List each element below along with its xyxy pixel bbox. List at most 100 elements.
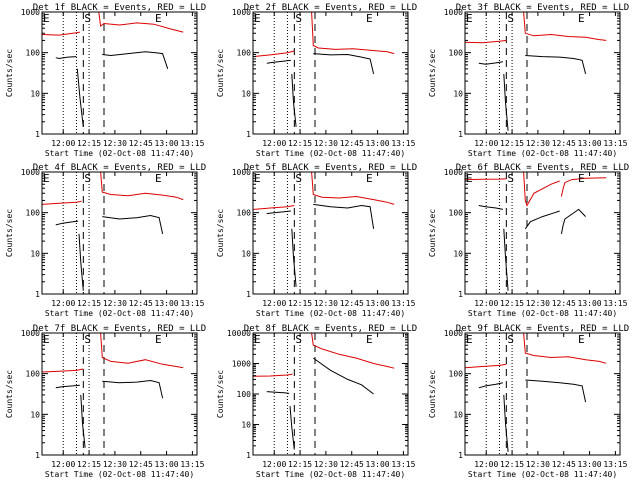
events-line-segment (478, 382, 504, 389)
series-lld (42, 172, 184, 205)
lld-line-segment (42, 368, 84, 373)
x-tick-label: 12:15 (77, 460, 101, 469)
x-tick-label: 12:00 (51, 299, 75, 308)
marker-label-e: E (43, 12, 50, 25)
x-tick-label: 13:00 (366, 460, 390, 469)
marker-label-s: S (84, 333, 91, 346)
y-axis-label: Counts/sec (216, 209, 225, 257)
x-tick-label: 12:15 (500, 460, 524, 469)
x-tick-label: 12:30 (314, 299, 338, 308)
x-tick-label: 12:15 (500, 299, 524, 308)
lld-line-segment (253, 205, 295, 210)
x-axis-label: Start Time (02-Oct-08 11:47:40) (45, 309, 194, 318)
x-tick-label: 12:30 (526, 460, 550, 469)
marker-label-e: E (155, 12, 162, 25)
x-tick-label: 13:00 (366, 139, 390, 148)
series-events (266, 357, 374, 450)
x-tick-label: 12:45 (129, 460, 153, 469)
lld-line-segment (253, 50, 295, 58)
marker-label-e: E (366, 333, 373, 346)
x-tick-label: 12:45 (552, 139, 576, 148)
marker-label-s: S (295, 12, 302, 25)
marker-label-e: E (43, 172, 50, 185)
panel-title: Det 8f BLACK = Events, RED = LLD (244, 324, 417, 334)
x-tick-label: 12:00 (51, 460, 75, 469)
marker-label-s: S (84, 172, 91, 185)
events-line-segment (266, 59, 291, 64)
x-tick-label: 12:30 (103, 139, 127, 148)
events-line-segment (313, 357, 374, 395)
y-tick-label: 10 (241, 249, 251, 258)
lld-line-segment (560, 177, 607, 197)
x-tick-label: 12:15 (288, 139, 312, 148)
x-tick-label: 13:15 (391, 299, 415, 308)
x-tick-label: 13:15 (391, 139, 415, 148)
x-tick-label: 13:00 (578, 299, 602, 308)
marker-label-e: E (254, 333, 261, 346)
x-tick-label: 12:00 (262, 139, 286, 148)
y-axis-label: Counts/sec (5, 209, 14, 257)
marker-label-e: E (466, 333, 473, 346)
marker-label-e: E (155, 172, 162, 185)
events-line-segment (524, 210, 560, 230)
x-tick-label: 12:30 (526, 299, 550, 308)
plot-frame (41, 11, 198, 135)
events-line-segment (313, 203, 375, 229)
plot-frame (464, 171, 621, 295)
series-events (266, 203, 375, 287)
series-lld (42, 12, 184, 36)
x-tick-label: 12:45 (129, 299, 153, 308)
marker-label-e: E (155, 333, 162, 346)
events-line-segment (525, 55, 587, 75)
events-line-segment (102, 214, 164, 235)
y-tick-label: 10000 (227, 329, 251, 338)
x-tick-label: 12:15 (77, 139, 101, 148)
series-lld (253, 172, 395, 210)
marker-label-e: E (466, 172, 473, 185)
events-line-segment (289, 406, 295, 450)
panel-title: Det 6f BLACK = Events, RED = LLD (456, 163, 629, 173)
y-tick-label: 1 (35, 130, 40, 139)
x-tick-label: 13:15 (603, 139, 627, 148)
series-events (55, 214, 164, 291)
y-tick-label: 1000 (21, 168, 40, 177)
x-tick-label: 13:00 (155, 139, 179, 148)
marker-label-e: E (366, 172, 373, 185)
x-tick-label: 13:00 (155, 460, 179, 469)
events-line-segment (102, 379, 164, 399)
series-lld (465, 12, 607, 44)
marker-label-s: S (84, 12, 91, 25)
x-axis-label: Start Time (02-Oct-08 11:47:40) (256, 309, 405, 318)
events-line-segment (478, 61, 503, 65)
x-tick-label: 13:00 (578, 139, 602, 148)
y-tick-label: 1 (458, 290, 463, 299)
x-tick-label: 12:15 (288, 299, 312, 308)
x-tick-label: 12:00 (262, 460, 286, 469)
panel-title: Det 2f BLACK = Events, RED = LLD (244, 3, 417, 13)
y-tick-label: 100 (449, 370, 464, 379)
marker-label-e: E (578, 333, 585, 346)
x-tick-label: 12:15 (288, 460, 312, 469)
events-line-segment (55, 56, 77, 60)
events-line-segment (266, 210, 291, 215)
lld-line-segment (253, 373, 293, 377)
x-tick-label: 12:00 (474, 460, 498, 469)
x-tick-label: 13:00 (366, 299, 390, 308)
x-axis-label: Start Time (02-Oct-08 11:47:40) (256, 149, 405, 158)
y-tick-label: 10 (241, 89, 251, 98)
panel-det-4f: Det 4f BLACK = Events, RED = LLD 12:00 12:… (5, 163, 206, 318)
panel-title: Det 4f BLACK = Events, RED = LLD (33, 163, 206, 173)
y-tick-label: 1 (458, 451, 463, 460)
y-tick-label: 1000 (232, 168, 251, 177)
x-tick-label: 12:30 (314, 139, 338, 148)
marker-label-s: S (295, 333, 302, 346)
lld-line-segment (100, 333, 184, 369)
y-tick-label: 10 (30, 410, 40, 419)
x-tick-label: 12:00 (474, 299, 498, 308)
